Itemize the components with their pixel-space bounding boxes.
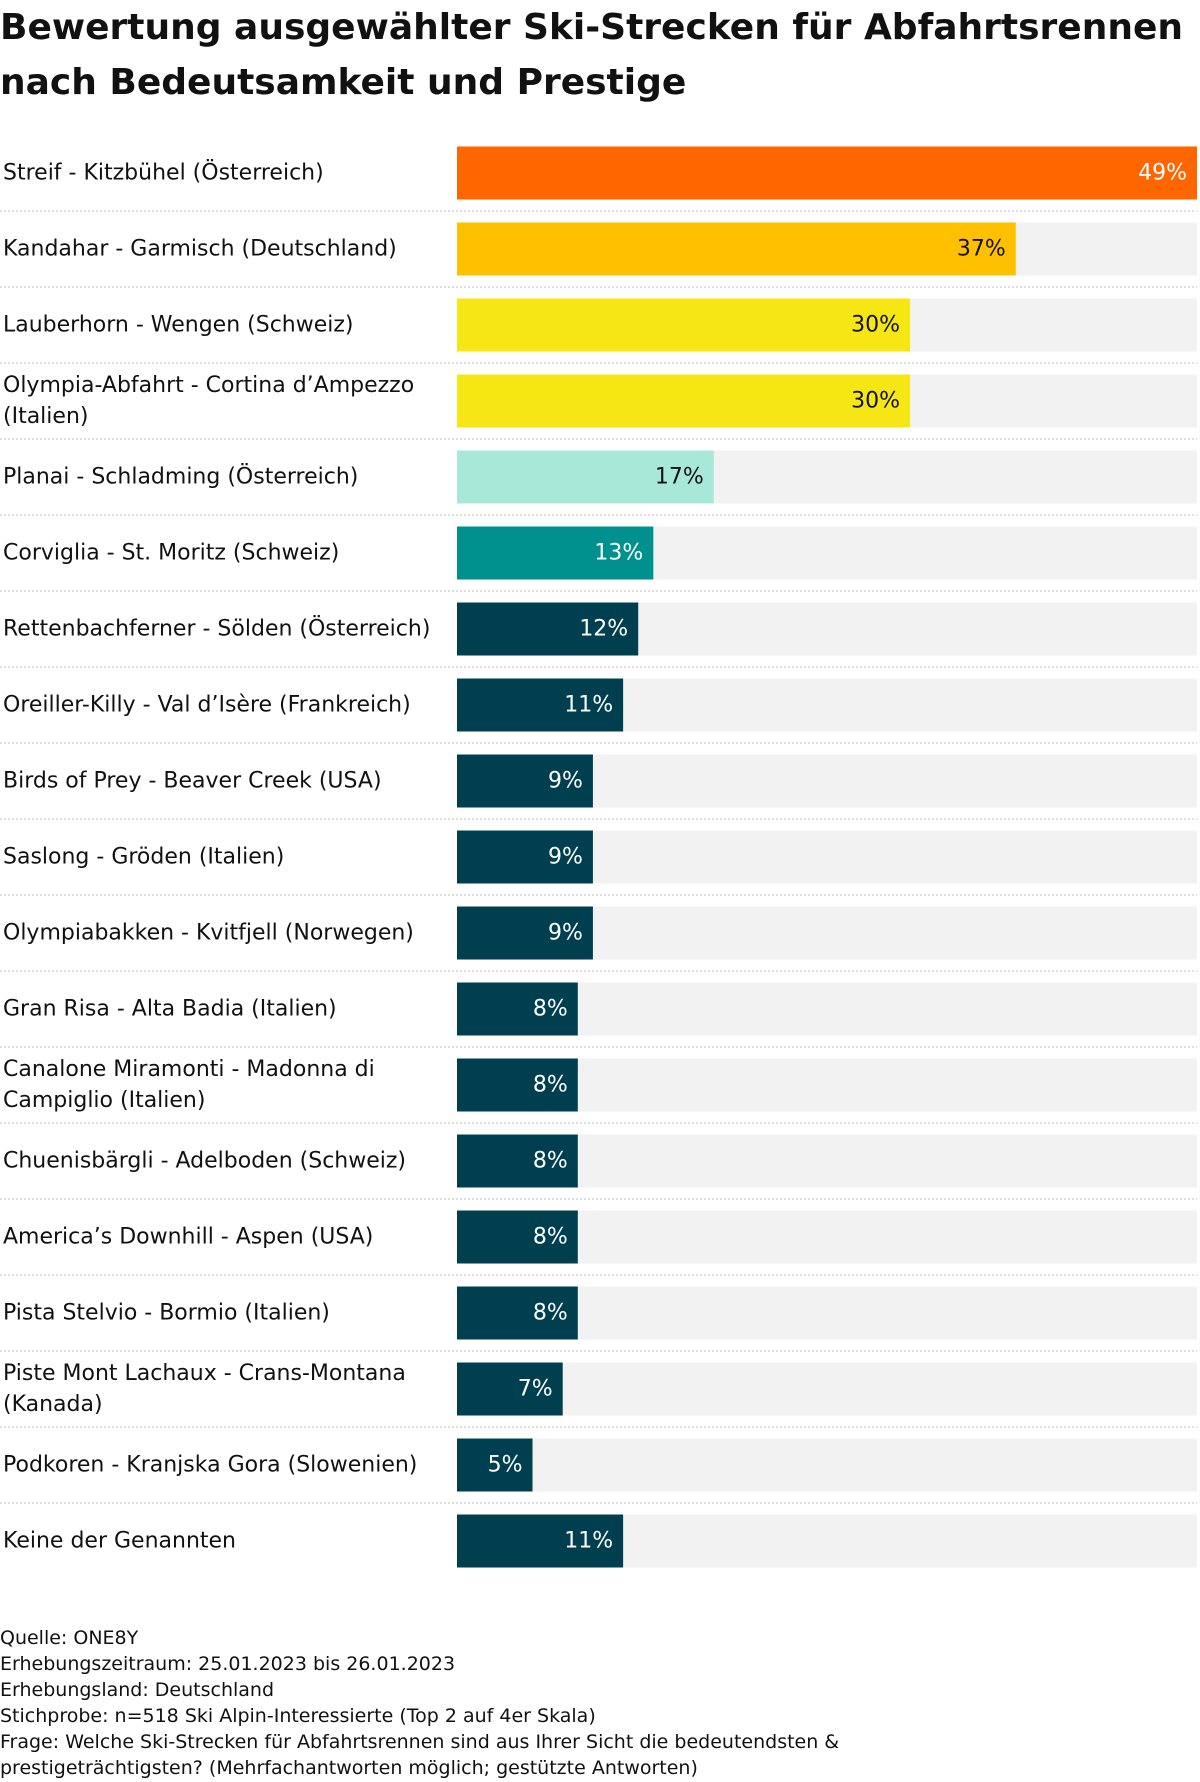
category-label: Rettenbachferner - Sölden (Österreich)	[3, 616, 430, 642]
bar-track	[457, 982, 1197, 1036]
category-label: Keine der Genannten	[3, 1529, 236, 1554]
category-label: Chuenisbärgli - Adelboden (Schweiz)	[3, 1149, 406, 1174]
bar-value-label: 13%	[594, 541, 643, 566]
survey-period-note: Erhebungszeitraum: 25.01.2023 bis 26.01.…	[0, 1653, 456, 1675]
bar	[457, 1286, 578, 1340]
category-label: Birds of Prey - Beaver Creek (USA)	[3, 769, 382, 794]
question-note-line-1: Frage: Welche Ski-Strecken für Abfahrtsr…	[0, 1731, 840, 1753]
sample-note: Stichprobe: n=518 Ski Alpin-Interessiert…	[0, 1705, 596, 1727]
bar-chart: 49% Streif - Kitzbühel (Österreich) 37% Kan…	[0, 146, 1197, 1568]
bar-value-label: 37%	[957, 237, 1006, 262]
category-label: Kandahar - Garmisch (Deutschland)	[3, 237, 397, 262]
bar-row: 11% Keine der Genannten	[3, 1514, 1197, 1568]
bar	[457, 982, 578, 1036]
bar	[457, 754, 593, 808]
category-label: Oreiller-Killy - Val d’Isère (Frankreich…	[3, 693, 411, 718]
bar-value-label: 8%	[533, 997, 568, 1022]
bar	[457, 1514, 624, 1568]
bar	[457, 1134, 578, 1188]
bar-value-label: 9%	[548, 845, 583, 870]
bar	[457, 906, 593, 960]
bar-value-label: 8%	[533, 1149, 568, 1174]
bar	[457, 374, 911, 428]
bar-value-label: 8%	[533, 1225, 568, 1250]
bar-row: 12% Rettenbachferner - Sölden (Österreich…	[0, 602, 1197, 668]
bar-row: 8% Canalone Miramonti - Madonna di Campigl…	[0, 1057, 1197, 1124]
bar-row: 8% Gran Risa - Alta Badia (Italien)	[0, 982, 1197, 1048]
bar-row: 30% Lauberhorn - Wengen (Schweiz)	[0, 298, 1197, 364]
bar	[457, 1362, 563, 1416]
bar-value-label: 9%	[548, 921, 583, 946]
chart-title: Bewertung ausgewählter Ski-Strecken für …	[0, 7, 1184, 103]
category-label: Piste Mont Lachaux - Crans-Montana (Kanad…	[3, 1361, 406, 1417]
category-label: Pista Stelvio - Bormio (Italien)	[3, 1301, 330, 1326]
bar-value-label: 11%	[564, 1529, 613, 1554]
bar	[457, 1438, 533, 1492]
bar	[457, 450, 714, 504]
bar	[457, 678, 624, 732]
bar-row: 49% Streif - Kitzbühel (Österreich)	[0, 146, 1197, 212]
category-label: Olympiabakken - Kvitfjell (Norwegen)	[3, 921, 414, 946]
survey-country-note: Erhebungsland: Deutschland	[0, 1679, 275, 1701]
bar	[457, 222, 1016, 276]
bar-track	[457, 1286, 1197, 1340]
category-label: Corviglia - St. Moritz (Schweiz)	[3, 541, 339, 566]
bar-row: 9% Olympiabakken - Kvitfjell (Norwegen)	[0, 906, 1197, 972]
bar-row: 5% Podkoren - Kranjska Gora (Slowenien)	[0, 1438, 1197, 1504]
question-note-line-2: prestigeträchtigsten? (Mehrfachantworten…	[0, 1757, 698, 1779]
category-label: Olympia-Abfahrt - Cortina d’Ampezzo (Ital…	[3, 373, 414, 429]
bar-row: 8% Pista Stelvio - Bormio (Italien)	[0, 1286, 1197, 1352]
bar-track	[457, 1058, 1197, 1112]
bar-value-label: 9%	[548, 769, 583, 794]
bar	[457, 602, 639, 656]
bar-row: 13% Corviglia - St. Moritz (Schweiz)	[0, 526, 1197, 592]
bar-value-label: 5%	[488, 1453, 523, 1478]
bar-row: 9% Saslong - Gröden (Italien)	[0, 830, 1197, 896]
bar-track	[457, 1210, 1197, 1264]
bar-row: 11% Oreiller-Killy - Val d’Isère (Frankre…	[0, 678, 1197, 744]
bar-row: 9% Birds of Prey - Beaver Creek (USA)	[0, 754, 1197, 820]
bar-track	[457, 1438, 1197, 1492]
category-label: Lauberhorn - Wengen (Schweiz)	[3, 313, 354, 338]
category-label: Saslong - Gröden (Italien)	[3, 845, 284, 870]
bar	[457, 1210, 578, 1264]
category-label: Planai - Schladming (Österreich)	[3, 464, 358, 490]
bar-value-label: 8%	[533, 1073, 568, 1098]
category-label: Canalone Miramonti - Madonna di Campiglio…	[3, 1057, 375, 1113]
bar	[457, 526, 654, 580]
bar-track	[457, 1362, 1197, 1416]
category-label: Streif - Kitzbühel (Österreich)	[3, 160, 324, 186]
bar-value-label: 30%	[851, 389, 900, 414]
bar-value-label: 11%	[564, 693, 613, 718]
bar-row: 30% Olympia-Abfahrt - Cortina d’Ampezzo (I…	[0, 373, 1197, 440]
bar-row: 17% Planai - Schladming (Österreich)	[0, 450, 1197, 516]
bar	[457, 830, 593, 884]
source-note: Quelle: ONE8Y	[0, 1627, 139, 1649]
bar-value-label: 8%	[533, 1301, 568, 1326]
bar-value-label: 30%	[851, 313, 900, 338]
bar-row: 37% Kandahar - Garmisch (Deutschland)	[0, 222, 1197, 288]
category-label: America’s Downhill - Aspen (USA)	[3, 1225, 373, 1250]
bar	[457, 298, 911, 352]
bar-row: 7% Piste Mont Lachaux - Crans-Montana (Kan…	[0, 1361, 1197, 1428]
category-label: Gran Risa - Alta Badia (Italien)	[3, 997, 337, 1022]
bar	[457, 146, 1197, 200]
bar-value-label: 49%	[1138, 161, 1187, 186]
bar-row: 8% Chuenisbärgli - Adelboden (Schweiz)	[0, 1134, 1197, 1200]
bar-value-label: 17%	[655, 465, 704, 490]
bar-row: 8% America’s Downhill - Aspen (USA)	[0, 1210, 1197, 1276]
chart-footer: Quelle: ONE8Y Erhebungszeitraum: 25.01.2…	[0, 1625, 1190, 1781]
bar	[457, 1058, 578, 1112]
bar-value-label: 7%	[518, 1377, 553, 1402]
bar-track	[457, 1134, 1197, 1188]
category-label: Podkoren - Kranjska Gora (Slowenien)	[3, 1453, 417, 1478]
bar-value-label: 12%	[579, 617, 628, 642]
